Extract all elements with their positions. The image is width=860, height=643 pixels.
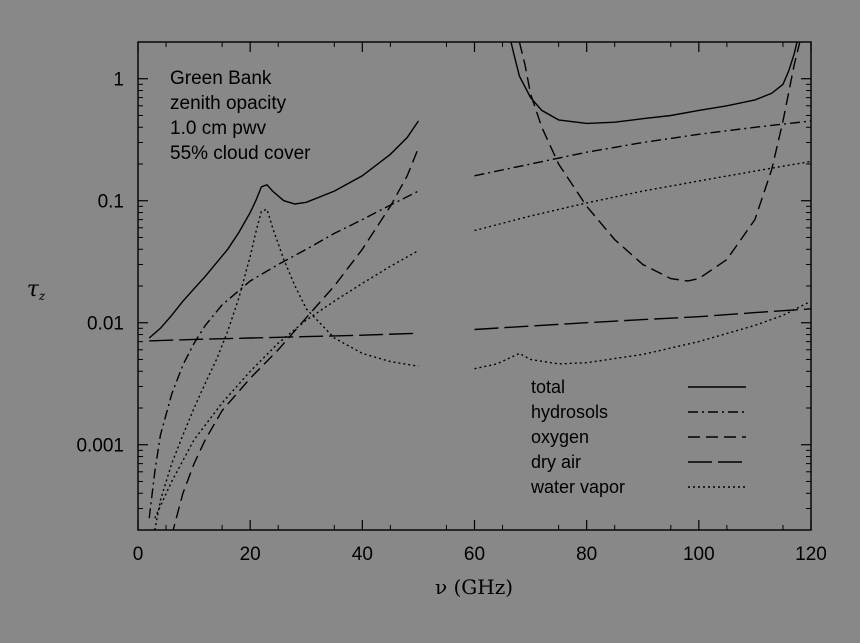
- series-hydrosols-line: [148, 190, 419, 519]
- x-axis-label: ν (GHz): [435, 575, 513, 599]
- series-dry-air-line: [474, 308, 811, 331]
- series-water-vapor-line: [154, 249, 419, 519]
- legend-label-oxygen: oxygen: [531, 427, 589, 447]
- series-total-line: [510, 42, 798, 125]
- series-oxygen-line: [172, 147, 420, 530]
- y-axis-label: τz: [27, 277, 46, 303]
- legend-label-hydrosols: hydrosols: [531, 402, 608, 422]
- tick-labels: 0 20 40 60 80 100 120 0.001 0.01 0.1 1: [76, 70, 826, 565]
- legend-label-total: total: [531, 377, 565, 397]
- series-dry-air-line: [149, 332, 419, 342]
- y-axis-label-main: τ: [27, 277, 40, 302]
- curves: [148, 42, 811, 530]
- series-total-line: [148, 120, 419, 339]
- x-tick-label: 100: [683, 544, 715, 565]
- series-oxygen-line: [518, 42, 801, 282]
- plot-frame: [137, 41, 812, 531]
- annotation-line-2: zenith opacity: [170, 93, 287, 114]
- x-tick-label: 40: [352, 544, 373, 565]
- series-water-vapor-line: [154, 208, 419, 530]
- y-tick-label: 0.01: [87, 314, 124, 335]
- y-tick-label: 0.001: [76, 436, 124, 457]
- legend-label-water-vapor: water vapor: [530, 477, 625, 497]
- x-tick-label: 20: [240, 544, 261, 565]
- series-hydrosols-line: [474, 120, 811, 177]
- x-tick-label: 120: [795, 544, 827, 565]
- tick-marks: [137, 41, 812, 531]
- legend: total hydrosols oxygen dry air water vapor: [530, 377, 746, 497]
- legend-label-dry-air: dry air: [531, 452, 581, 472]
- x-tick-label: 0: [133, 544, 144, 565]
- annotation-line-1: Green Bank: [170, 68, 272, 89]
- y-axis-label-subscript: z: [38, 289, 46, 303]
- y-tick-label: 1: [113, 70, 124, 91]
- series-water-vapor-line: [474, 300, 811, 370]
- x-tick-label: 60: [464, 544, 485, 565]
- annotation-line-4: 55% cloud cover: [170, 143, 311, 164]
- series-water-vapor-line: [474, 160, 811, 232]
- annotation: Green Bank zenith opacity 1.0 cm pwv 55%…: [170, 68, 311, 164]
- y-tick-label: 0.1: [98, 192, 124, 213]
- annotation-line-3: 1.0 cm pwv: [170, 118, 267, 139]
- x-tick-label: 80: [576, 544, 597, 565]
